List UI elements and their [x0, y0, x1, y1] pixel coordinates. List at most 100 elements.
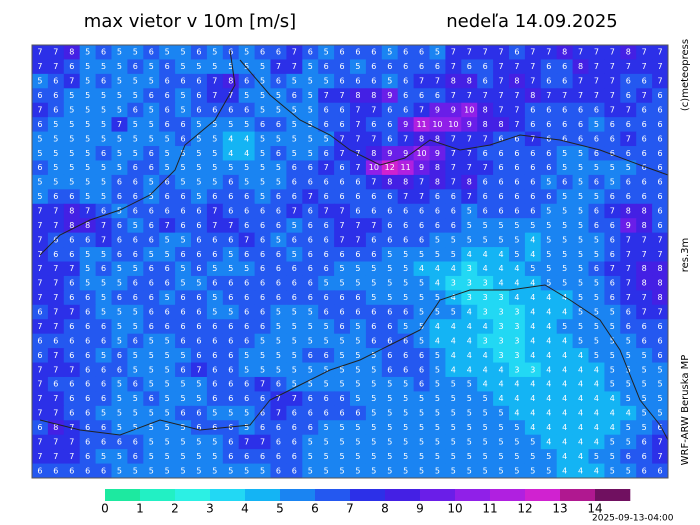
- wind-cell: [604, 247, 621, 262]
- wind-value: 5: [340, 437, 345, 446]
- wind-value: 5: [149, 351, 154, 360]
- wind-value: 6: [483, 192, 488, 201]
- wind-value: 7: [355, 221, 360, 230]
- wind-cell: [111, 73, 128, 89]
- wind-cell: [238, 319, 256, 335]
- wind-cell: [127, 463, 144, 479]
- wind-value: 5: [308, 77, 313, 86]
- wind-value: 7: [37, 437, 42, 446]
- wind-cell: [588, 160, 605, 176]
- wind-cell: [540, 45, 558, 60]
- wind-cell: [95, 362, 112, 378]
- wind-value: 9: [451, 105, 456, 114]
- wind-cell: [79, 88, 97, 104]
- wind-cell: [206, 189, 224, 205]
- wind-value: 6: [340, 409, 345, 418]
- wind-cell: [397, 261, 415, 277]
- wind-value: 8: [355, 91, 360, 100]
- wind-cell: [79, 463, 97, 479]
- wind-cell: [461, 290, 478, 306]
- wind-cell: [429, 232, 446, 248]
- wind-value: 5: [355, 279, 360, 288]
- wind-cell: [318, 420, 335, 436]
- wind-value: 6: [196, 221, 201, 230]
- wind-value: 5: [626, 466, 631, 475]
- wind-cell: [540, 333, 558, 349]
- wind-value: 7: [37, 452, 42, 461]
- wind-value: 5: [546, 221, 551, 230]
- wind-cell: [477, 59, 494, 75]
- wind-cell: [47, 449, 65, 465]
- wind-cell: [79, 102, 97, 118]
- wind-value: 6: [260, 409, 265, 418]
- wind-value: 6: [276, 77, 281, 86]
- wind-value: 5: [133, 91, 138, 100]
- wind-value: 5: [435, 394, 440, 403]
- wind-value: 7: [244, 235, 249, 244]
- wind-value: 7: [37, 394, 42, 403]
- wind-value: 4: [594, 409, 599, 418]
- wind-cell: [334, 420, 351, 436]
- wind-value: 6: [419, 351, 424, 360]
- wind-value: 6: [499, 163, 504, 172]
- wind-value: 6: [85, 322, 90, 331]
- wind-value: 8: [69, 48, 74, 57]
- wind-value: 5: [85, 250, 90, 259]
- wind-value: 6: [117, 351, 122, 360]
- wind-value: 5: [133, 134, 138, 143]
- wind-cell: [572, 376, 589, 392]
- wind-cell: [79, 275, 97, 291]
- wind-value: 6: [133, 163, 138, 172]
- wind-cell: [286, 146, 303, 161]
- wind-cell: [47, 420, 65, 436]
- wind-value: 3: [514, 308, 519, 317]
- wind-value: 7: [626, 235, 631, 244]
- wind-cell: [620, 146, 637, 161]
- wind-cell: [445, 59, 462, 75]
- wind-value: 6: [276, 423, 281, 432]
- wind-value: 5: [85, 149, 90, 158]
- wind-cell: [350, 362, 367, 378]
- wind-value: 6: [53, 380, 58, 389]
- wind-value: 6: [149, 91, 154, 100]
- wind-cell: [159, 117, 176, 133]
- wind-cell: [620, 189, 637, 205]
- wind-value: 5: [117, 206, 122, 215]
- wind-value: 5: [101, 293, 106, 302]
- wind-value: 5: [196, 279, 201, 288]
- wind-cell: [397, 203, 415, 219]
- wind-cell: [143, 59, 160, 75]
- wind-value: 6: [483, 77, 488, 86]
- wind-cell: [509, 73, 526, 89]
- wind-cell: [286, 189, 303, 205]
- wind-value: 7: [658, 235, 663, 244]
- wind-value: 6: [133, 178, 138, 187]
- wind-cell: [111, 189, 128, 205]
- wind-value: 6: [626, 192, 631, 201]
- wind-cell: [63, 319, 81, 335]
- wind-value: 5: [387, 394, 392, 403]
- wind-cell: [302, 131, 319, 147]
- wind-cell: [111, 102, 128, 118]
- wind-value: 10: [432, 120, 442, 129]
- wind-cell: [524, 189, 542, 205]
- wind-value: 6: [403, 77, 408, 86]
- wind-cell: [254, 203, 271, 219]
- wind-cell: [477, 261, 494, 277]
- wind-value: 7: [340, 235, 345, 244]
- wind-cell: [493, 391, 510, 407]
- wind-value: 5: [292, 336, 297, 345]
- wind-cell: [461, 391, 478, 407]
- wind-cell: [445, 304, 462, 320]
- wind-value: 4: [562, 409, 567, 418]
- wind-cell: [95, 203, 112, 219]
- wind-cell: [206, 261, 224, 277]
- wind-value: 6: [324, 192, 329, 201]
- wind-value: 6: [483, 62, 488, 71]
- wind-cell: [95, 160, 112, 176]
- wind-cell: [572, 146, 589, 161]
- wind-value: 7: [85, 206, 90, 215]
- wind-value: 7: [37, 279, 42, 288]
- wind-value: 5: [181, 264, 186, 273]
- wind-value: 5: [355, 336, 360, 345]
